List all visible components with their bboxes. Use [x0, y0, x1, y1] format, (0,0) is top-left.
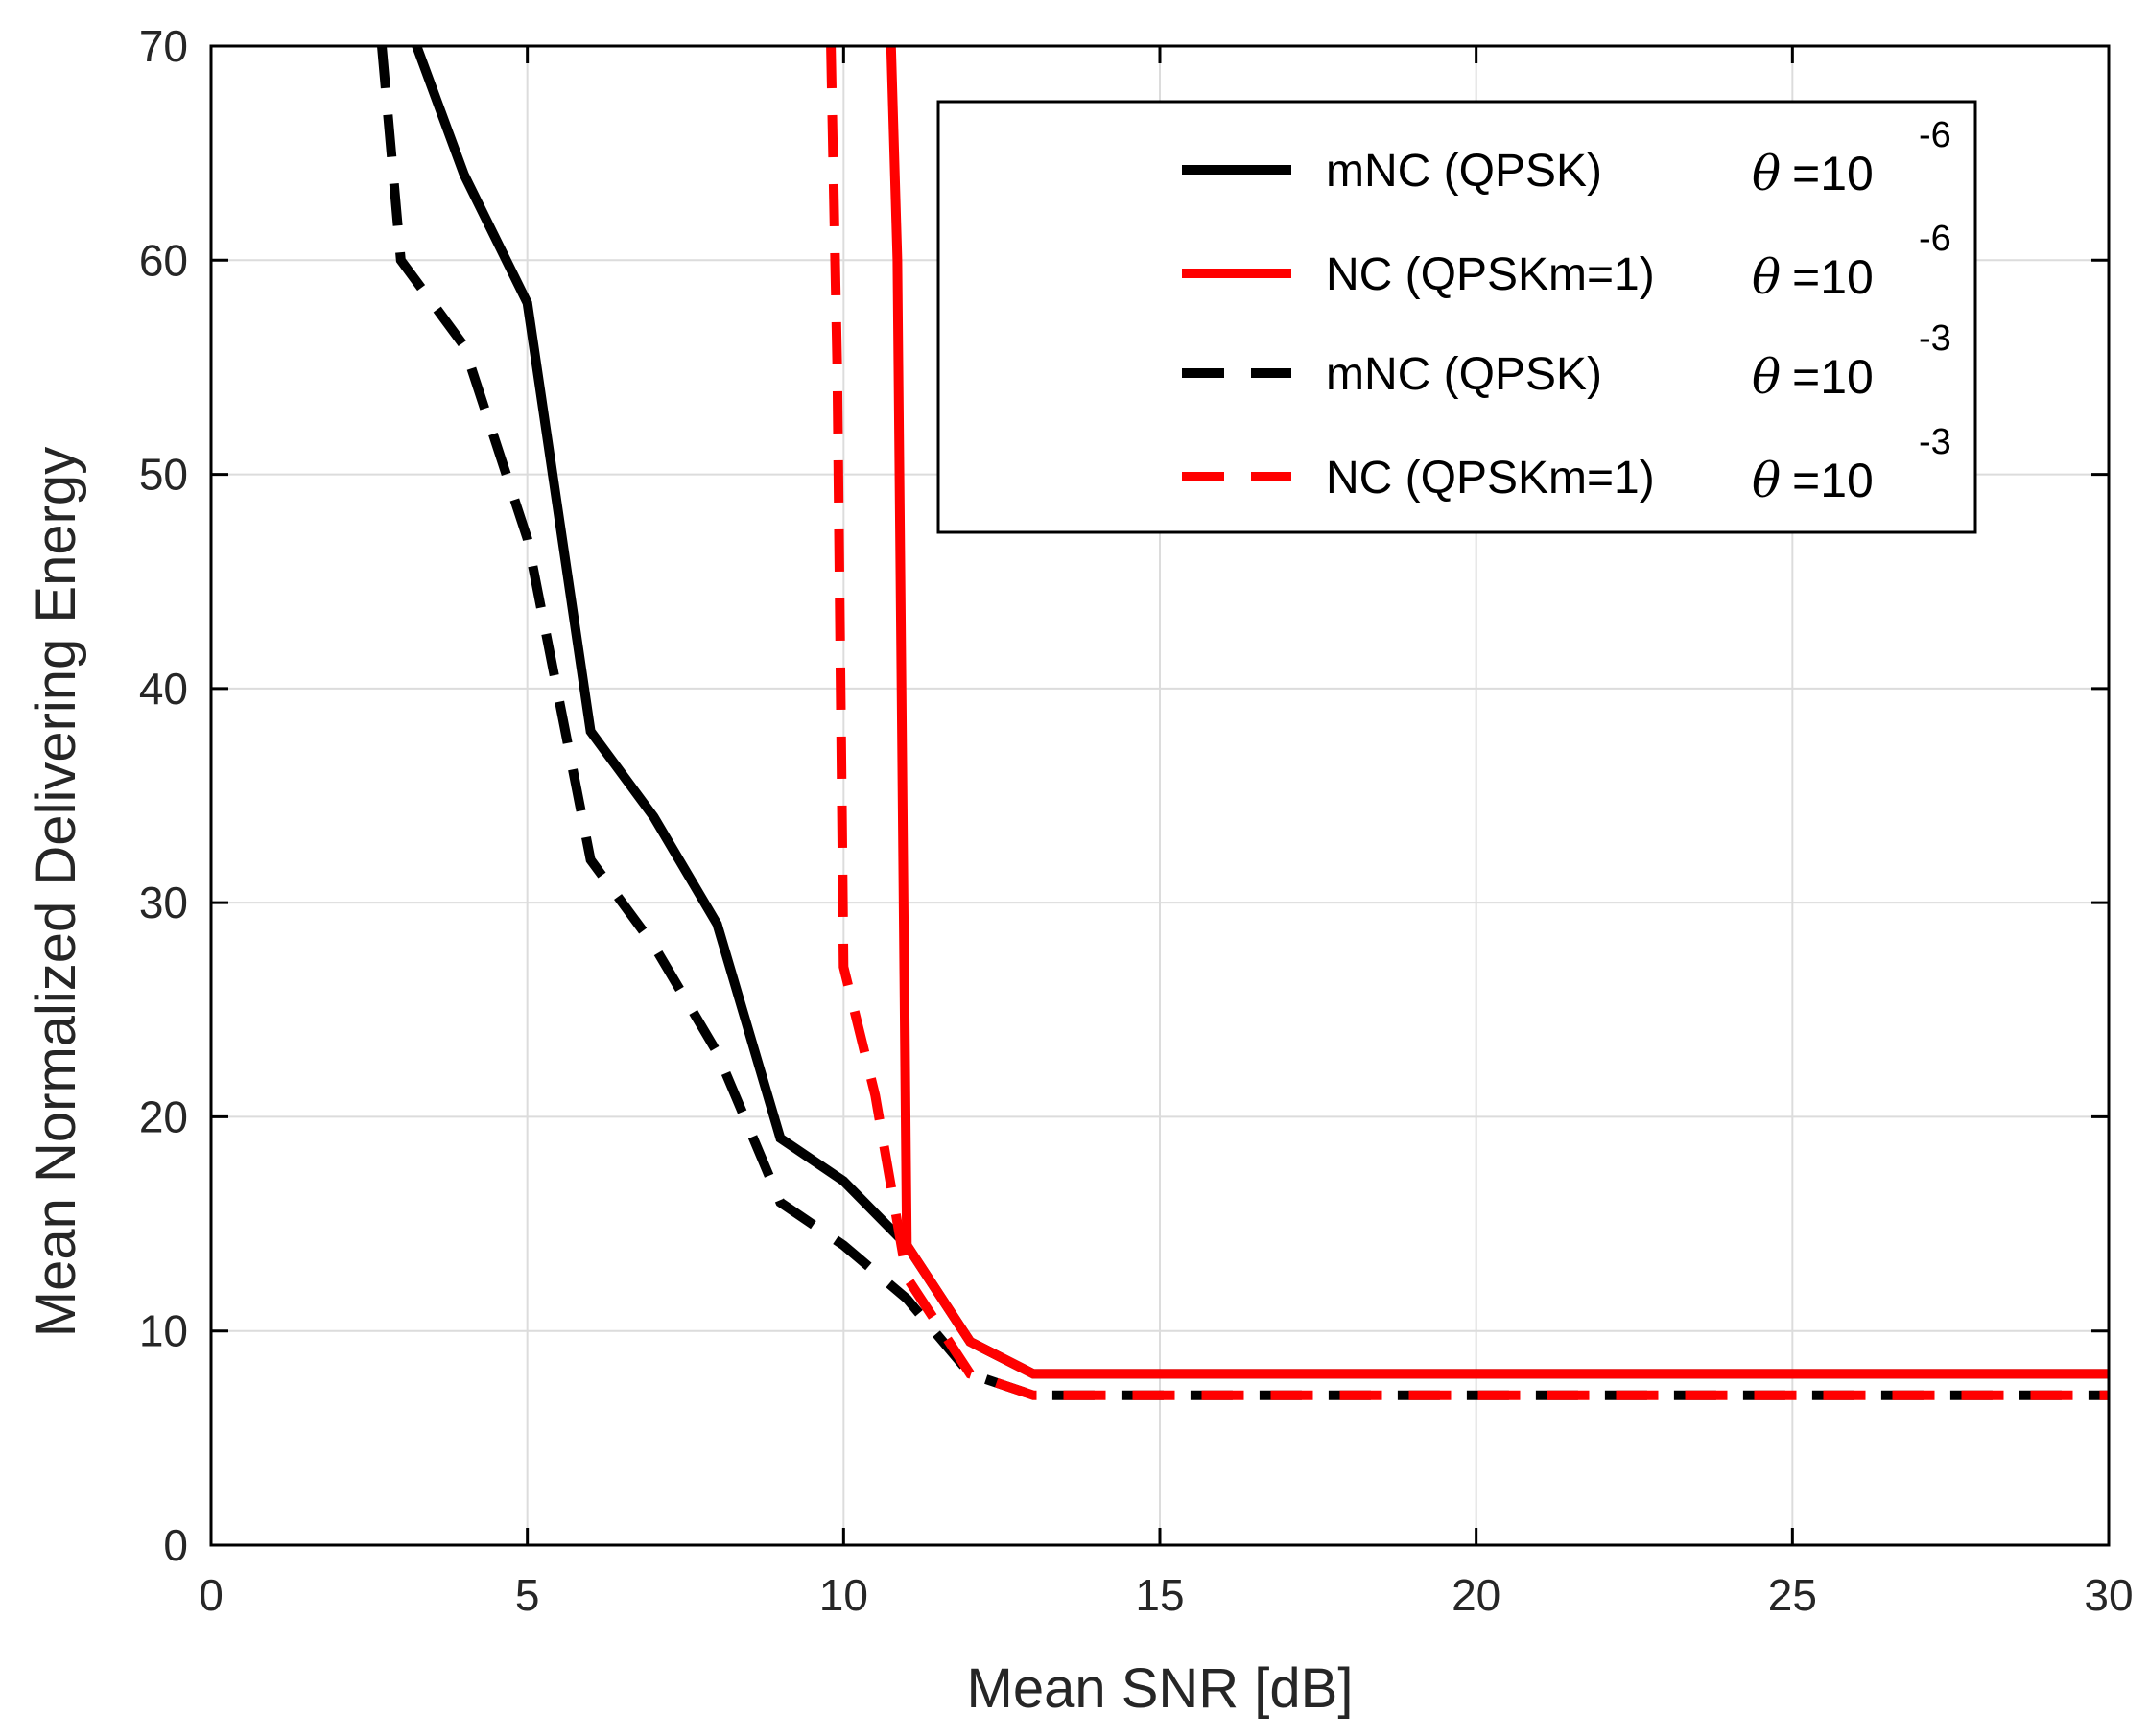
x-tick-label: 25 [1768, 1570, 1817, 1620]
y-tick-label: 60 [139, 235, 188, 285]
x-tick-label: 5 [515, 1570, 540, 1620]
legend-theta-3: θ [1752, 349, 1781, 405]
legend-theta-2: θ [1752, 249, 1781, 305]
legend-theta-value-2: =10 [1792, 250, 1874, 304]
legend-label-2: NC (QPSKm=1) [1326, 249, 1655, 300]
y-tick-label: 40 [139, 664, 188, 714]
y-tick-label: 50 [139, 450, 188, 500]
y-axis-label: Mean Normalized Delivering Energy [25, 447, 87, 1337]
legend-theta-exponent-1: -6 [1919, 115, 1951, 155]
legend-label-4: NC (QPSKm=1) [1326, 453, 1655, 504]
y-tick-label: 30 [139, 878, 188, 927]
y-tick-label: 10 [139, 1306, 188, 1356]
x-axis-label: Mean SNR [dB] [967, 1657, 1354, 1720]
series-line-2 [886, 46, 2109, 1379]
legend-theta-exponent-3: -3 [1919, 318, 1951, 359]
axis-ticks: 0 5 10 15 20 25 30 0 10 20 30 40 50 60 70 [139, 21, 2134, 1620]
x-tick-label: 20 [1452, 1570, 1500, 1620]
x-tick-label: 30 [2084, 1570, 2133, 1620]
x-tick-label: 10 [819, 1570, 868, 1620]
legend-theta-4: θ [1752, 453, 1781, 508]
legend-theta-exponent-2: -6 [1919, 219, 1951, 259]
x-tick-label: 0 [199, 1570, 224, 1620]
legend-theta-value-1: =10 [1792, 147, 1874, 200]
y-tick-label: 70 [139, 21, 188, 71]
legend-theta-1: θ [1752, 146, 1781, 201]
series-group [377, 46, 2109, 1400]
y-tick-label: 0 [163, 1520, 188, 1570]
legend-theta-exponent-4: -3 [1919, 422, 1951, 462]
legend-label-1: mNC (QPSK) [1326, 146, 1602, 197]
y-tick-label: 20 [139, 1091, 188, 1141]
legend-label-3: mNC (QPSK) [1326, 349, 1602, 400]
legend-theta-value-4: =10 [1792, 454, 1874, 507]
legend-box [936, 100, 1977, 534]
series-line-4 [826, 46, 2109, 1400]
x-tick-label: 15 [1135, 1570, 1184, 1620]
legend-theta-value-3: =10 [1792, 350, 1874, 404]
